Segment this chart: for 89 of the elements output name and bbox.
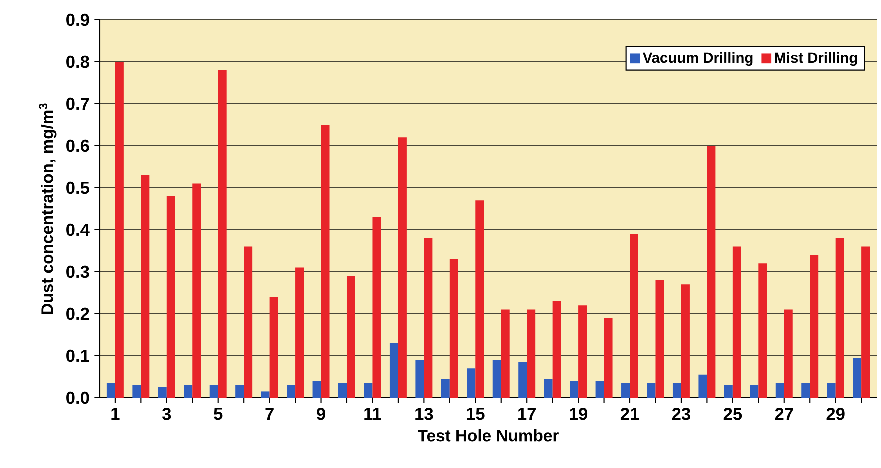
bar [501,310,510,398]
bar [158,388,167,398]
bar [622,383,630,398]
bar [604,318,613,398]
x-tick-label: 15 [467,408,485,420]
y-tick-label: 0.2 [66,308,90,320]
x-axis-title: Test Hole Number [418,429,559,442]
bar [106,383,116,398]
y-tick-label: 0.5 [66,182,90,194]
x-tick-label: 7 [266,408,274,420]
bar [115,62,124,398]
bar [578,306,588,398]
x-tick-label: 17 [518,408,536,420]
bar [518,362,528,398]
x-tick-label: 21 [620,408,640,420]
bar [836,238,844,398]
bar [364,383,373,398]
bar [596,381,604,398]
bar [321,125,330,398]
x-tick-label: 3 [162,408,172,420]
x-tick-label: 27 [775,408,794,420]
bar [750,385,759,398]
bar [261,392,270,398]
bar [192,184,202,398]
bar [338,383,347,398]
legend-label: Vacuum Drilling [642,52,753,66]
x-tick-label: 29 [826,408,845,420]
y-tick-label: 0.7 [66,98,90,110]
bar [802,383,810,398]
bar [681,284,690,398]
bar [390,343,398,398]
bar [467,368,476,398]
y-tick-label: 0.0 [66,392,90,404]
legend-label: Mist Drilling [775,52,858,66]
bar [416,360,424,398]
x-tick-label: 9 [317,408,326,420]
bar [853,358,862,398]
y-axis-title: Dust concentration, mg/m$^{3}$ [39,104,57,314]
bar [296,268,304,398]
y-tick-label: 0.1 [66,350,90,362]
bar [544,379,553,398]
bar [827,383,836,398]
y-tick-label: 0.9 [66,14,90,26]
bar [784,310,793,398]
bar [287,385,296,398]
bar [862,246,870,398]
x-tick-label: 23 [672,408,690,420]
bar [424,238,433,398]
bar [724,385,733,398]
x-tick-label: 19 [570,408,588,420]
bar [698,374,708,398]
bar [758,264,768,398]
y-tick-label: 0.8 [66,56,90,68]
bar [441,379,450,398]
bar [218,70,227,398]
bar [476,200,484,398]
bar [166,196,176,398]
bar [527,310,536,398]
bar [647,383,656,398]
x-tick-label: 1 [112,408,120,420]
x-tick-label: 25 [724,408,742,420]
bar [244,246,253,398]
bar [672,383,682,398]
x-tick-label: 11 [364,408,382,420]
bar [236,385,244,398]
bar [141,175,150,398]
bar [732,246,742,398]
bar [776,383,784,398]
bar [570,381,579,398]
bar [312,381,322,398]
bar [346,276,356,398]
bar [184,385,193,398]
bar [656,280,664,398]
bar [270,297,278,398]
x-tick-label: 13 [416,408,434,420]
x-tick-label: 5 [214,408,223,420]
bar [707,146,716,398]
bar [552,301,562,398]
bar [210,385,218,398]
y-tick-label: 0.6 [66,140,90,152]
bar [630,234,638,398]
bar [132,385,142,398]
bar [492,360,502,398]
bar [810,255,819,398]
y-tick-label: 0.3 [66,266,90,278]
bar [398,138,407,398]
bar [450,259,458,398]
y-tick-label: 0.4 [66,224,90,236]
bar [372,217,382,398]
